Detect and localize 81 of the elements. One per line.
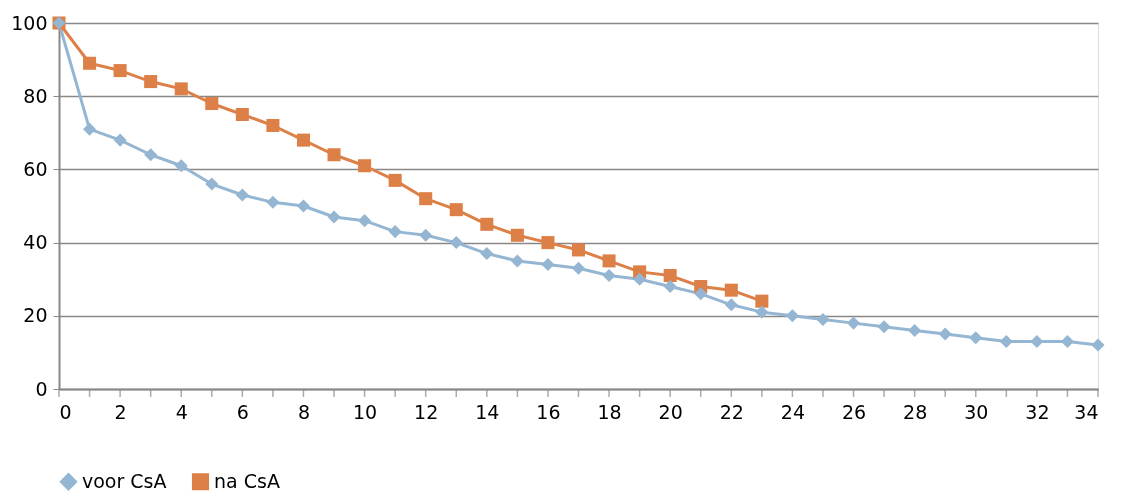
y-tick-label: 100 bbox=[11, 11, 48, 34]
legend-label: voor CsA bbox=[82, 469, 167, 492]
point bbox=[327, 210, 341, 224]
point bbox=[847, 316, 861, 330]
x-tick-label: 18 bbox=[597, 400, 622, 423]
x-tick-label: 6 bbox=[236, 400, 249, 423]
point bbox=[969, 331, 983, 345]
point bbox=[663, 280, 677, 294]
point bbox=[999, 334, 1013, 348]
point bbox=[724, 298, 738, 312]
x-tick-label: 20 bbox=[658, 400, 683, 423]
point bbox=[724, 283, 738, 297]
legend-label: na CsA bbox=[214, 469, 280, 492]
x-tick-label: 22 bbox=[719, 400, 744, 423]
point bbox=[388, 225, 402, 239]
point bbox=[205, 177, 219, 191]
point bbox=[113, 133, 127, 147]
point bbox=[480, 247, 494, 261]
point bbox=[174, 159, 188, 173]
point bbox=[1060, 334, 1074, 348]
y-tick-label: 0 bbox=[35, 377, 48, 400]
point bbox=[541, 258, 555, 272]
point bbox=[388, 173, 402, 187]
point bbox=[83, 56, 97, 70]
x-tick-label: 16 bbox=[536, 400, 561, 423]
point bbox=[602, 254, 616, 268]
x-tick-label: 2 bbox=[114, 400, 127, 423]
point bbox=[480, 217, 494, 231]
point bbox=[449, 203, 463, 217]
point bbox=[785, 309, 799, 323]
point bbox=[816, 312, 830, 326]
point bbox=[296, 199, 310, 213]
x-tick-label: 32 bbox=[1025, 400, 1050, 423]
x-tick-label: 14 bbox=[475, 400, 500, 423]
point bbox=[419, 192, 433, 206]
point bbox=[83, 122, 97, 136]
point bbox=[755, 305, 769, 319]
point bbox=[633, 272, 647, 286]
point bbox=[144, 148, 158, 162]
point bbox=[266, 195, 280, 209]
point bbox=[358, 159, 372, 173]
point bbox=[663, 269, 677, 283]
point bbox=[602, 269, 616, 283]
point bbox=[113, 64, 127, 78]
point bbox=[938, 327, 952, 341]
x-tick-label: 34 bbox=[1074, 400, 1099, 423]
x-tick-label: 28 bbox=[903, 400, 928, 423]
point bbox=[571, 261, 586, 275]
point bbox=[449, 236, 463, 250]
point bbox=[144, 75, 158, 89]
x-tick-label: 0 bbox=[59, 400, 72, 423]
point bbox=[694, 287, 708, 301]
y-tick-label: 40 bbox=[23, 231, 48, 254]
x-tick-label: 10 bbox=[352, 400, 378, 423]
x-tick-label: 26 bbox=[841, 400, 867, 423]
point bbox=[571, 243, 586, 257]
x-tick-label: 4 bbox=[175, 400, 188, 423]
x-tick-label: 30 bbox=[964, 400, 989, 423]
point bbox=[510, 228, 524, 242]
y-tick-label: 60 bbox=[23, 157, 48, 180]
x-tick-label: 8 bbox=[297, 400, 311, 423]
point bbox=[174, 82, 188, 96]
y-tick-label: 80 bbox=[23, 84, 48, 107]
point bbox=[235, 188, 249, 202]
point bbox=[510, 254, 524, 268]
point bbox=[296, 133, 310, 147]
x-tick-label: 12 bbox=[414, 400, 439, 423]
point bbox=[358, 214, 372, 228]
point bbox=[419, 228, 433, 242]
x-tick-label: 24 bbox=[780, 400, 806, 423]
point bbox=[755, 294, 769, 308]
point bbox=[877, 320, 891, 334]
point bbox=[1091, 338, 1105, 352]
point bbox=[235, 107, 249, 122]
point bbox=[205, 97, 219, 111]
point bbox=[1030, 334, 1044, 348]
point bbox=[908, 323, 922, 337]
point bbox=[266, 118, 280, 132]
point bbox=[541, 236, 555, 250]
point bbox=[327, 148, 341, 162]
y-tick-label: 20 bbox=[23, 304, 48, 327]
